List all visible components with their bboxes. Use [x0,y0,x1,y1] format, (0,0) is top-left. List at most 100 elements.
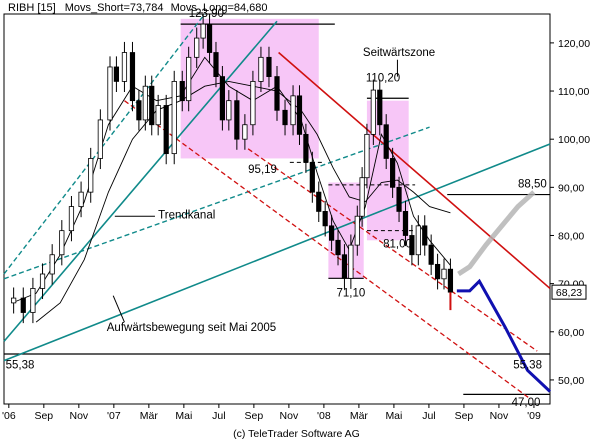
candle-body [409,235,415,256]
long-trend-upper-dashed [3,126,430,280]
x-tick-label: Jul [422,410,435,422]
candle-body [155,105,161,126]
x-tick-label: Sep [34,410,53,422]
candle-body [59,230,65,256]
annotation-label: 71,10 [336,288,365,300]
candle-body [354,215,360,246]
candle-body [370,89,376,135]
candle-body [434,263,441,280]
x-tick-label: Mai [385,410,402,422]
candle-body [30,288,36,313]
y-tick-label: 100,00 [558,134,590,146]
candle-body [136,100,142,121]
candle-body [142,85,148,121]
last-price-label: 68,23 [556,287,582,299]
annotation-label: 55,38 [6,359,35,371]
downtrend-upper [278,51,551,290]
aufwaerts-pointer [112,295,125,323]
candle-body [348,244,354,279]
x-tick-label: Nov [490,410,509,422]
candle-body [322,211,328,227]
y-tick-label: 60,00 [558,327,584,339]
candle-body [11,297,17,304]
candle-body [121,52,128,82]
x-tick-label: Nov [69,410,88,422]
candle-body [68,206,75,232]
candle-body [274,76,280,111]
downtrend-middle-dashed [247,148,538,352]
x-tick-label: Jul [212,410,225,422]
copyright-footer: (c) TeleTrader Software AG [233,428,360,440]
candle-body [149,85,155,126]
candle-body [186,56,192,102]
candle-body [129,52,136,102]
x-tick-label: '06 [2,410,16,422]
downtrend-lower-dashed [124,100,532,400]
candle-body [341,254,348,279]
x-tick-label: Mär [140,410,159,422]
candle-body [213,52,219,77]
annotation-label: 81,00 [383,239,412,251]
candle-body [402,211,409,236]
candle-body [290,95,296,126]
candle-body [20,297,26,313]
annotation-label: 55,38 [513,359,542,371]
sideways-zone-1 [180,18,319,159]
candle-body [258,56,264,82]
candle-body [194,37,200,58]
candle-body [441,268,447,280]
candle-body [383,124,389,159]
x-tick-label: Mai [175,410,192,422]
x-tick-label: Sep [245,410,264,422]
projection-alt-path [457,190,536,277]
candle-body [39,273,46,289]
candle-body [377,89,383,126]
candle-body [390,158,396,188]
annotation-label: Seitwärtszone [363,47,435,59]
candle-body [415,225,421,256]
projection-path [456,278,552,393]
candle-body [200,23,206,39]
y-tick-label: 90,00 [558,182,584,194]
y-tick-label: 80,00 [558,230,584,242]
candle-body [316,191,322,212]
candle-body [179,81,185,102]
candle-body [219,76,225,121]
y-tick-label: 110,00 [558,86,589,98]
annotation-label: 110,20 [366,72,400,84]
candle-body [242,124,248,140]
annotation-label: 88,50 [518,178,547,190]
candle-body [206,23,213,53]
last-price-box [551,284,587,300]
candle-body [359,177,365,217]
x-tick-label: Mär [350,410,369,422]
annotation-label: 95,19 [248,164,277,176]
x-tick-label: '07 [107,410,121,422]
candle-body [266,56,272,77]
candle-body [49,254,55,275]
candle-body [226,100,232,121]
candle-body [303,133,309,163]
candle-body [447,268,454,293]
y-tick-label: 50,00 [558,375,584,387]
candle-body [364,133,370,179]
ma-long-label: Movs_Long=84,680 [170,2,268,14]
long-trend-line [3,143,551,362]
candle-body [171,81,177,155]
candle-body [282,109,288,126]
ma-short-label: Movs_Short=73,784 [64,2,164,14]
plot-frame [3,13,551,405]
candle-body [107,66,113,121]
annotation-label: 123,90 [189,8,224,20]
candle-body [234,100,240,140]
trend-channel-upper-dashed [3,13,206,275]
candle-body [250,81,256,126]
annotation-label: Trendkanal [158,210,215,222]
candle-body [296,95,303,135]
candle-body [88,158,94,193]
candle-body [396,186,402,212]
candle-body [78,191,84,207]
x-tick-label: '09 [527,410,541,422]
candle-body [97,119,103,159]
